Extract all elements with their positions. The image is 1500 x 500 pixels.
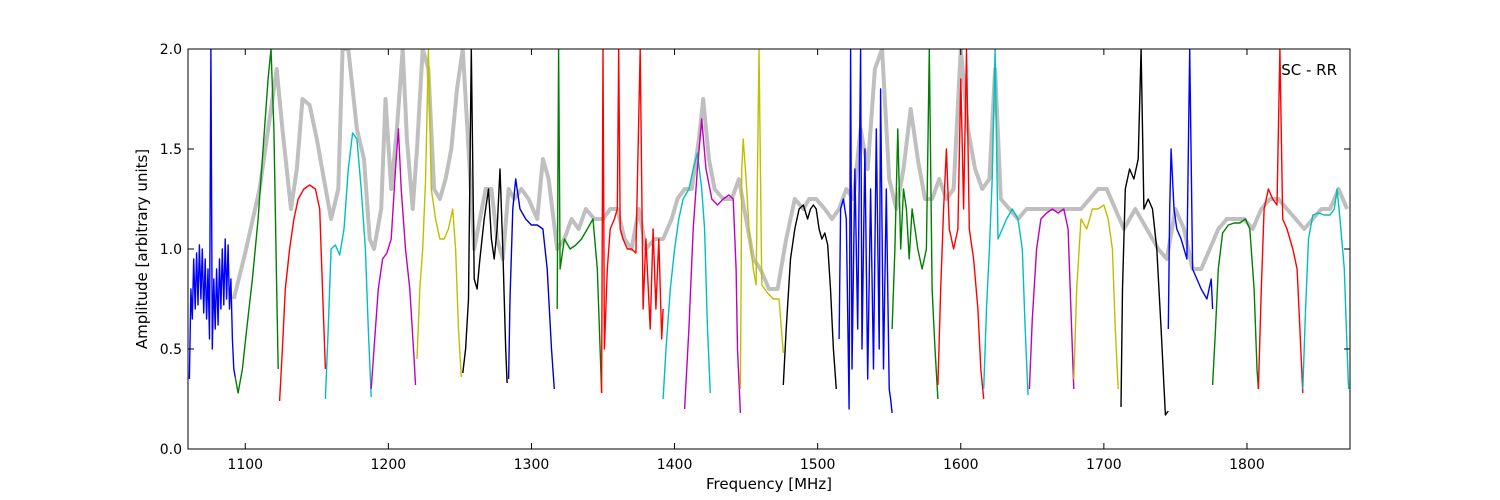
series-line-3 [324, 132, 372, 400]
x-tick-label: 1600 [943, 457, 979, 473]
series-line-17 [983, 49, 1029, 396]
series-line-10 [662, 152, 711, 400]
series-line-23 [1257, 49, 1304, 394]
series-line-14 [838, 49, 893, 414]
series-line-12 [739, 49, 784, 390]
series-line-11 [683, 118, 742, 414]
series-line-4 [370, 128, 417, 390]
series-line-24 [1302, 188, 1350, 390]
series-line-6 [462, 49, 508, 384]
background-trace [231, 49, 1349, 300]
plot-frame [187, 48, 1351, 450]
background-series-line [231, 49, 1349, 300]
y-tick-label: 1.0 [160, 242, 182, 258]
series-line-21 [1167, 49, 1214, 330]
series-line-22 [1211, 218, 1260, 390]
x-tick-label: 1100 [227, 457, 263, 473]
y-tick-label: 0.0 [160, 442, 182, 458]
x-tick-label: 1400 [657, 457, 693, 473]
series-line-18 [1028, 208, 1075, 390]
series-line-5 [416, 49, 462, 378]
series-layer [188, 49, 1350, 416]
x-axis-label: Frequency [MHz] [706, 475, 832, 493]
y-tick-label: 0.5 [160, 342, 182, 358]
x-tick-label: 1300 [514, 457, 550, 473]
series-line-2 [278, 184, 327, 402]
chart-annotation: SC - RR [1281, 61, 1337, 79]
x-tick-label: 1800 [1229, 457, 1265, 473]
series-line-7 [507, 178, 555, 390]
x-tick-label: 1500 [800, 457, 836, 473]
series-line-1 [234, 49, 279, 394]
y-tick-label: 1.5 [160, 142, 182, 158]
series-line-20 [1120, 49, 1169, 416]
series-line-8 [556, 49, 603, 394]
y-axis-label: Amplitude [arbitrary units] [133, 149, 151, 349]
y-tick-label: 2.0 [160, 42, 182, 58]
series-line-9 [600, 49, 664, 394]
ticks: 1100 1200 1300 1400 1500 1600 1700 1800 0.0 0.5 1.… [160, 42, 1350, 473]
x-tick-label: 1200 [371, 457, 407, 473]
series-line-13 [782, 204, 837, 390]
series-line-15 [891, 49, 939, 400]
series-line-16 [937, 49, 985, 400]
x-tick-label: 1700 [1086, 457, 1122, 473]
series-line-0 [188, 49, 236, 380]
series-line-19 [1073, 204, 1119, 390]
